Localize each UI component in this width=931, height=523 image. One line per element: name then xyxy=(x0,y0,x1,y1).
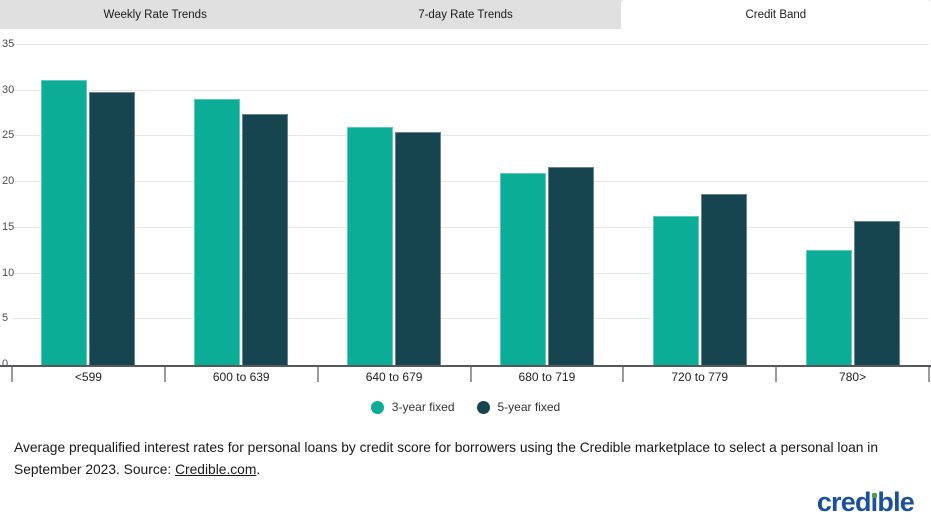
bar-5-year-fixed-680 to 719 xyxy=(547,166,594,365)
x-axis-tick xyxy=(163,367,166,382)
bar-3-year-fixed-600 to 639 xyxy=(194,98,241,365)
bar-3-year-fixed-780> xyxy=(805,249,852,365)
x-axis-category-label: 720 to 779 xyxy=(671,370,729,384)
y-axis-tick-label: 25 xyxy=(2,129,15,142)
bar-group-<599 xyxy=(12,45,165,365)
gridline xyxy=(12,272,929,274)
x-axis-tick xyxy=(775,367,778,382)
legend-item-5-year-fixed[interactable]: 5-year fixed xyxy=(476,400,561,414)
chart-caption: Average prequalified interest rates for … xyxy=(14,437,924,482)
gridline xyxy=(12,226,929,228)
tab-weekly-rate-trends[interactable]: Weekly Rate Trends xyxy=(103,8,207,21)
tab-7-day-rate-trends[interactable]: 7-day Rate Trends xyxy=(418,8,513,21)
legend-color-dot-icon xyxy=(370,400,384,414)
bar-5-year-fixed-780> xyxy=(853,221,900,365)
x-axis-ticks xyxy=(11,367,930,383)
bar-3-year-fixed-680 to 719 xyxy=(499,173,546,365)
bar-3-year-fixed-640 to 679 xyxy=(347,127,394,365)
x-axis-category-label: <599 xyxy=(74,370,102,384)
legend-label: 5-year fixed xyxy=(497,400,561,414)
x-axis-tick xyxy=(316,367,319,382)
y-axis-tick-label: 15 xyxy=(2,220,15,233)
y-axis-tick-label: 20 xyxy=(2,175,15,188)
y-axis-tick-label: 35 xyxy=(2,38,15,50)
tab-credit-band[interactable]: Credit Band xyxy=(620,0,931,29)
legend-label: 3-year fixed xyxy=(391,400,455,414)
x-axis-category-label: 680 to 719 xyxy=(518,370,576,384)
bar-group-780> xyxy=(776,45,929,365)
gridline xyxy=(12,318,929,320)
bar-5-year-fixed-<599 xyxy=(89,91,136,365)
bar-5-year-fixed-720 to 779 xyxy=(700,194,747,365)
logo-green-dot-icon xyxy=(871,493,877,498)
caption-suffix: . xyxy=(256,462,261,478)
bar-group-720 to 779 xyxy=(623,45,776,365)
gridline xyxy=(12,135,929,137)
plot-area xyxy=(12,44,929,365)
legend-item-3-year-fixed[interactable]: 3-year fixed xyxy=(370,400,455,414)
bar-group-640 to 679 xyxy=(318,45,471,365)
bar-group-680 to 719 xyxy=(471,45,624,365)
x-axis-labels: <599 600 to 639 640 to 679 680 to 719 720 to… xyxy=(12,370,929,386)
x-axis-tick xyxy=(11,367,13,382)
y-axis-tick-label: 5 xyxy=(2,312,9,325)
bar-3-year-fixed-<599 xyxy=(41,79,88,365)
logo-text-post: ble xyxy=(877,487,914,517)
x-axis-category-label: 640 to 679 xyxy=(365,370,423,384)
bar-group-600 to 639 xyxy=(165,45,318,365)
x-axis-category-label: 600 to 639 xyxy=(212,370,270,384)
caption-line-2: September 2023. Source: xyxy=(14,462,176,478)
credible-logo: credı ble xyxy=(816,487,915,517)
gridline xyxy=(12,181,929,183)
x-axis-category-label: 780> xyxy=(839,370,867,384)
gridline xyxy=(12,44,929,45)
y-axis-tick-label: 0 xyxy=(2,358,9,370)
chart-legend: 3-year fixed 5-year fixed xyxy=(0,398,931,416)
logo-letter-i: ı xyxy=(870,487,878,517)
caption-line-1: Average prequalified interest rates for … xyxy=(14,439,879,455)
tab-bar: Weekly Rate Trends 7-day Rate Trends Cre… xyxy=(0,0,931,29)
gridline xyxy=(12,89,929,91)
bar-3-year-fixed-720 to 779 xyxy=(652,215,699,365)
logo-text-pre: cred xyxy=(816,487,872,517)
x-axis-tick xyxy=(928,367,930,382)
legend-color-dot-icon xyxy=(476,400,490,414)
y-axis-tick-label: 30 xyxy=(2,83,15,96)
x-axis-tick xyxy=(469,367,472,382)
x-axis-tick xyxy=(622,367,625,382)
y-axis-tick-label: 10 xyxy=(2,266,15,279)
credible-com-link[interactable]: Credible.com xyxy=(175,462,257,478)
x-axis-line xyxy=(0,365,931,367)
bar-5-year-fixed-640 to 679 xyxy=(395,131,442,365)
bar-5-year-fixed-600 to 639 xyxy=(242,113,289,365)
